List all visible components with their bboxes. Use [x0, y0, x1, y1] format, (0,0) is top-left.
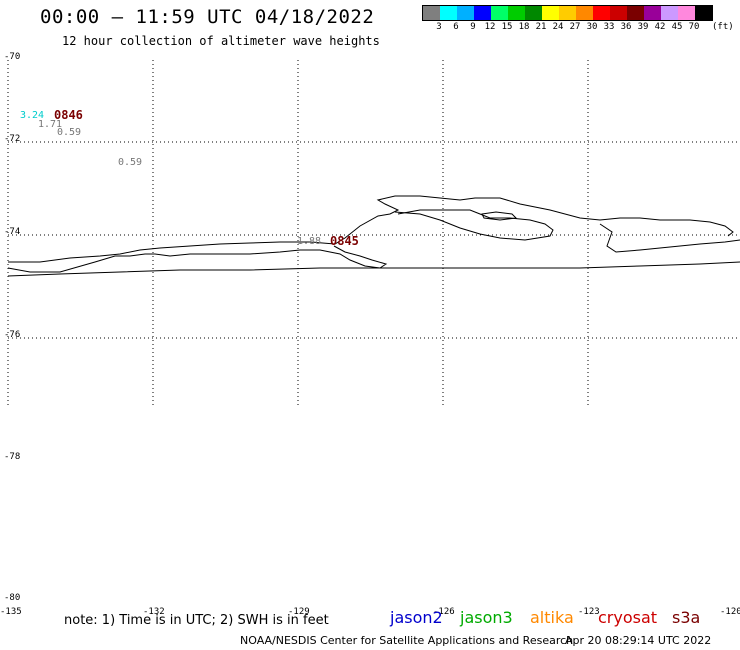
grid-lines	[7, 60, 740, 405]
color-legend	[422, 5, 713, 21]
x-tick-label: -123	[578, 607, 600, 617]
units-note: note: 1) Time is in UTC; 2) SWH is in fe…	[64, 613, 329, 628]
legend-label: 9	[470, 22, 476, 32]
legend-swatch	[661, 6, 678, 20]
wave-height-label: 3.24	[20, 110, 45, 121]
wave-height-label: 1.71	[38, 119, 63, 130]
legend-label: 21	[535, 22, 547, 32]
satellite-s3a: s3a	[672, 608, 701, 627]
wave-height-label: 1.88	[297, 236, 322, 247]
generated-timestamp: Apr 20 08:29:14 UTC 2022	[565, 634, 712, 647]
ice-shelf-outline	[7, 261, 740, 277]
legend-label: 42	[654, 22, 666, 32]
legend-unit: (ft)	[712, 22, 734, 32]
legend-swatch	[440, 6, 457, 20]
y-tick-label: -70	[4, 52, 21, 62]
legend-swatch	[610, 6, 627, 20]
legend-swatch	[423, 6, 440, 20]
x-tick-label: -135	[0, 607, 22, 617]
y-tick-label: -78	[4, 452, 21, 462]
x-tick-label: -120	[720, 607, 740, 617]
legend-label: 39	[637, 22, 649, 32]
ice-shelf-outline	[8, 195, 734, 263]
legend-label: 3	[436, 22, 442, 32]
legend-swatch	[474, 6, 491, 20]
x-tick-label: -126	[433, 607, 455, 617]
legend-swatch	[559, 6, 576, 20]
x-tick-label: -132	[143, 607, 165, 617]
legend-swatch	[644, 6, 661, 20]
legend-label: 18	[518, 22, 530, 32]
wave-height-label: 0.59	[57, 127, 82, 138]
legend-label: 33	[603, 22, 615, 32]
credit-line: NOAA/NESDIS Center for Satellite Applica…	[240, 634, 574, 647]
satellite-altika: altika	[530, 608, 574, 627]
legend-label: 30	[586, 22, 598, 32]
legend-swatch	[491, 6, 508, 20]
legend-label: 27	[569, 22, 581, 32]
legend-swatch	[508, 6, 525, 20]
y-tick-label: -76	[4, 330, 21, 340]
satellite-jason2: jason2	[390, 608, 443, 627]
legend-swatch	[457, 6, 474, 20]
ice-shelf-outline	[7, 245, 388, 273]
legend-label: 24	[552, 22, 564, 32]
pass-time-label: 0846	[54, 108, 83, 122]
y-tick-label: -72	[4, 134, 21, 144]
legend-label: 6	[453, 22, 459, 32]
ice-shelf-outline	[599, 223, 740, 253]
ice-shelf-outline	[481, 211, 518, 221]
legend-swatch	[627, 6, 644, 20]
legend-swatch	[695, 6, 712, 20]
map-subtitle: 12 hour collection of altimeter wave hei…	[62, 34, 380, 48]
legend-label: 70	[688, 22, 700, 32]
satellite-cryosat: cryosat	[598, 608, 658, 627]
legend-swatch	[576, 6, 593, 20]
pass-time-label: 0845	[330, 234, 359, 248]
x-tick-label: -129	[288, 607, 310, 617]
legend-label: 45	[671, 22, 683, 32]
y-tick-label: -80	[4, 593, 21, 603]
map-title: 00:00 — 11:59 UTC 04/18/2022	[40, 6, 375, 28]
legend-swatch	[593, 6, 610, 20]
legend-label: 36	[620, 22, 632, 32]
y-tick-label: -74	[4, 227, 21, 237]
ice-shelf-outline	[394, 209, 554, 241]
legend-swatch	[542, 6, 559, 20]
legend-label: 12	[484, 22, 496, 32]
wave-height-label: 0.59	[118, 157, 143, 168]
legend-swatch	[678, 6, 695, 20]
coastline	[7, 195, 740, 277]
legend-swatch	[525, 6, 542, 20]
legend-label: 15	[501, 22, 513, 32]
satellite-jason3: jason3	[460, 608, 513, 627]
